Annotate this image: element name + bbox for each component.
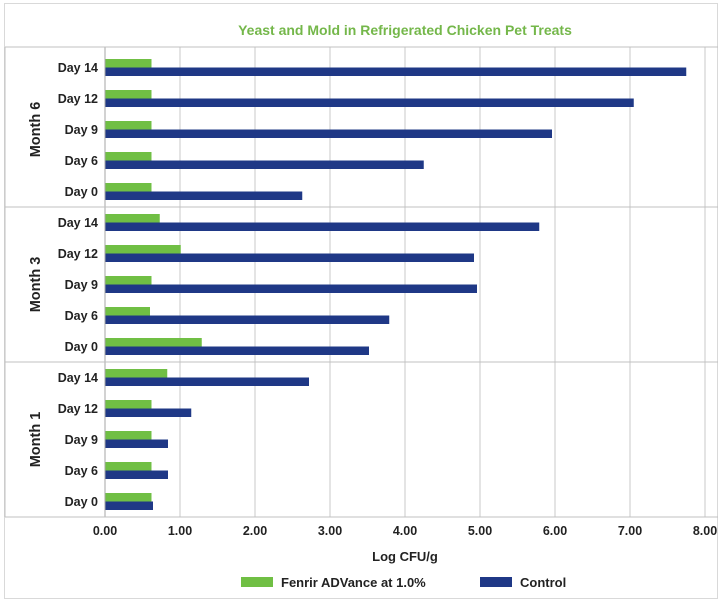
x-tick-labels: 0.00 1.00 2.00 3.00 4.00 5.00 6.00 7.00 8.00 (93, 524, 717, 538)
bar-fenrir-advance-at-1-0-month-3-day-12 (105, 245, 181, 254)
bar-fenrir-advance-at-1-0-month-6-day-12 (105, 90, 152, 99)
x-axis-title: Log CFU/g (372, 549, 438, 564)
x-tick-label-0-00: 0.00 (93, 524, 117, 538)
x-tick-label-6-00: 6.00 (543, 524, 567, 538)
category-label-month-1-day-0: Day 0 (65, 495, 98, 509)
bar-fenrir-advance-at-1-0-month-6-day-14 (105, 59, 152, 68)
category-label-month-3-day-6: Day 6 (65, 309, 98, 323)
bar-control-month-1-day-14 (105, 377, 309, 386)
bar-control-month-3-day-14 (105, 222, 540, 231)
category-label-month-6-day-14: Day 14 (58, 61, 98, 75)
x-tick-label-3-00: 3.00 (318, 524, 342, 538)
group-label-month-1: Month 1 (28, 412, 44, 468)
bar-control-month-3-day-0 (105, 346, 369, 355)
bar-fenrir-advance-at-1-0-month-1-day-9 (105, 431, 152, 440)
x-tick-label-5-00: 5.00 (468, 524, 492, 538)
bar-fenrir-advance-at-1-0-month-3-day-14 (105, 214, 160, 223)
bar-fenrir-advance-at-1-0-month-1-day-0 (105, 493, 152, 502)
bar-control-month-1-day-9 (105, 439, 168, 448)
bar-control-month-3-day-6 (105, 315, 390, 324)
gridlines (4, 46, 718, 518)
category-labels: Day 14 Day 12 Day 9 Day 6 Day 0 Day 14 Day 12 D… (58, 61, 98, 509)
x-tick-label-1-00: 1.00 (168, 524, 192, 538)
category-label-month-3-day-12: Day 12 (58, 247, 98, 261)
category-label-month-1-day-9: Day 9 (65, 433, 98, 447)
bar-control-month-1-day-6 (105, 470, 168, 479)
group-labels: Month 6 Month 3 Month 1 (28, 102, 44, 468)
legend-swatch-control (480, 577, 512, 587)
bar-control-month-3-day-12 (105, 253, 474, 262)
bar-fenrir-advance-at-1-0-month-1-day-12 (105, 400, 152, 409)
category-label-month-3-day-14: Day 14 (58, 216, 98, 230)
bar-control-month-6-day-12 (105, 98, 634, 107)
bar-control-month-1-day-0 (105, 501, 153, 510)
category-label-month-6-day-12: Day 12 (58, 92, 98, 106)
bar-fenrir-advance-at-1-0-month-3-day-0 (105, 338, 202, 347)
x-tick-label-8-00: 8.00 (693, 524, 717, 538)
category-label-month-6-day-6: Day 6 (65, 154, 98, 168)
category-label-month-1-day-12: Day 12 (58, 402, 98, 416)
bar-fenrir-advance-at-1-0-month-6-day-6 (105, 152, 152, 161)
bar-fenrir-advance-at-1-0-month-3-day-9 (105, 276, 152, 285)
bar-control-month-1-day-12 (105, 408, 192, 417)
bars (105, 59, 687, 510)
bar-fenrir-advance-at-1-0-month-1-day-6 (105, 462, 152, 471)
group-label-month-3: Month 3 (28, 257, 44, 313)
legend-label-control: Control (520, 575, 566, 590)
bar-fenrir-advance-at-1-0-month-3-day-6 (105, 307, 150, 316)
x-tick-label-7-00: 7.00 (618, 524, 642, 538)
bar-fenrir-advance-at-1-0-month-6-day-9 (105, 121, 152, 130)
category-label-month-3-day-0: Day 0 (65, 340, 98, 354)
bar-control-month-6-day-9 (105, 129, 552, 138)
category-label-month-1-day-6: Day 6 (65, 464, 98, 478)
bar-control-month-6-day-0 (105, 191, 303, 200)
legend-label-fenrir-advance-at-1-0: Fenrir ADVance at 1.0% (281, 575, 426, 590)
bar-fenrir-advance-at-1-0-month-6-day-0 (105, 183, 152, 192)
category-label-month-3-day-9: Day 9 (65, 278, 98, 292)
bar-fenrir-advance-at-1-0-month-1-day-14 (105, 369, 168, 378)
bar-control-month-6-day-6 (105, 160, 424, 169)
category-label-month-6-day-9: Day 9 (65, 123, 98, 137)
x-tick-label-2-00: 2.00 (243, 524, 267, 538)
legend-swatch-fenrir-advance-at-1-0 (241, 577, 273, 587)
legend: Fenrir ADVance at 1.0% Control (241, 575, 566, 590)
category-label-month-1-day-14: Day 14 (58, 371, 98, 385)
bar-control-month-3-day-9 (105, 284, 477, 293)
bar-control-month-6-day-14 (105, 67, 687, 76)
group-label-month-6: Month 6 (28, 102, 44, 158)
category-label-month-6-day-0: Day 0 (65, 185, 98, 199)
x-tick-label-4-00: 4.00 (393, 524, 417, 538)
chart-title: Yeast and Mold in Refrigerated Chicken P… (238, 22, 572, 38)
